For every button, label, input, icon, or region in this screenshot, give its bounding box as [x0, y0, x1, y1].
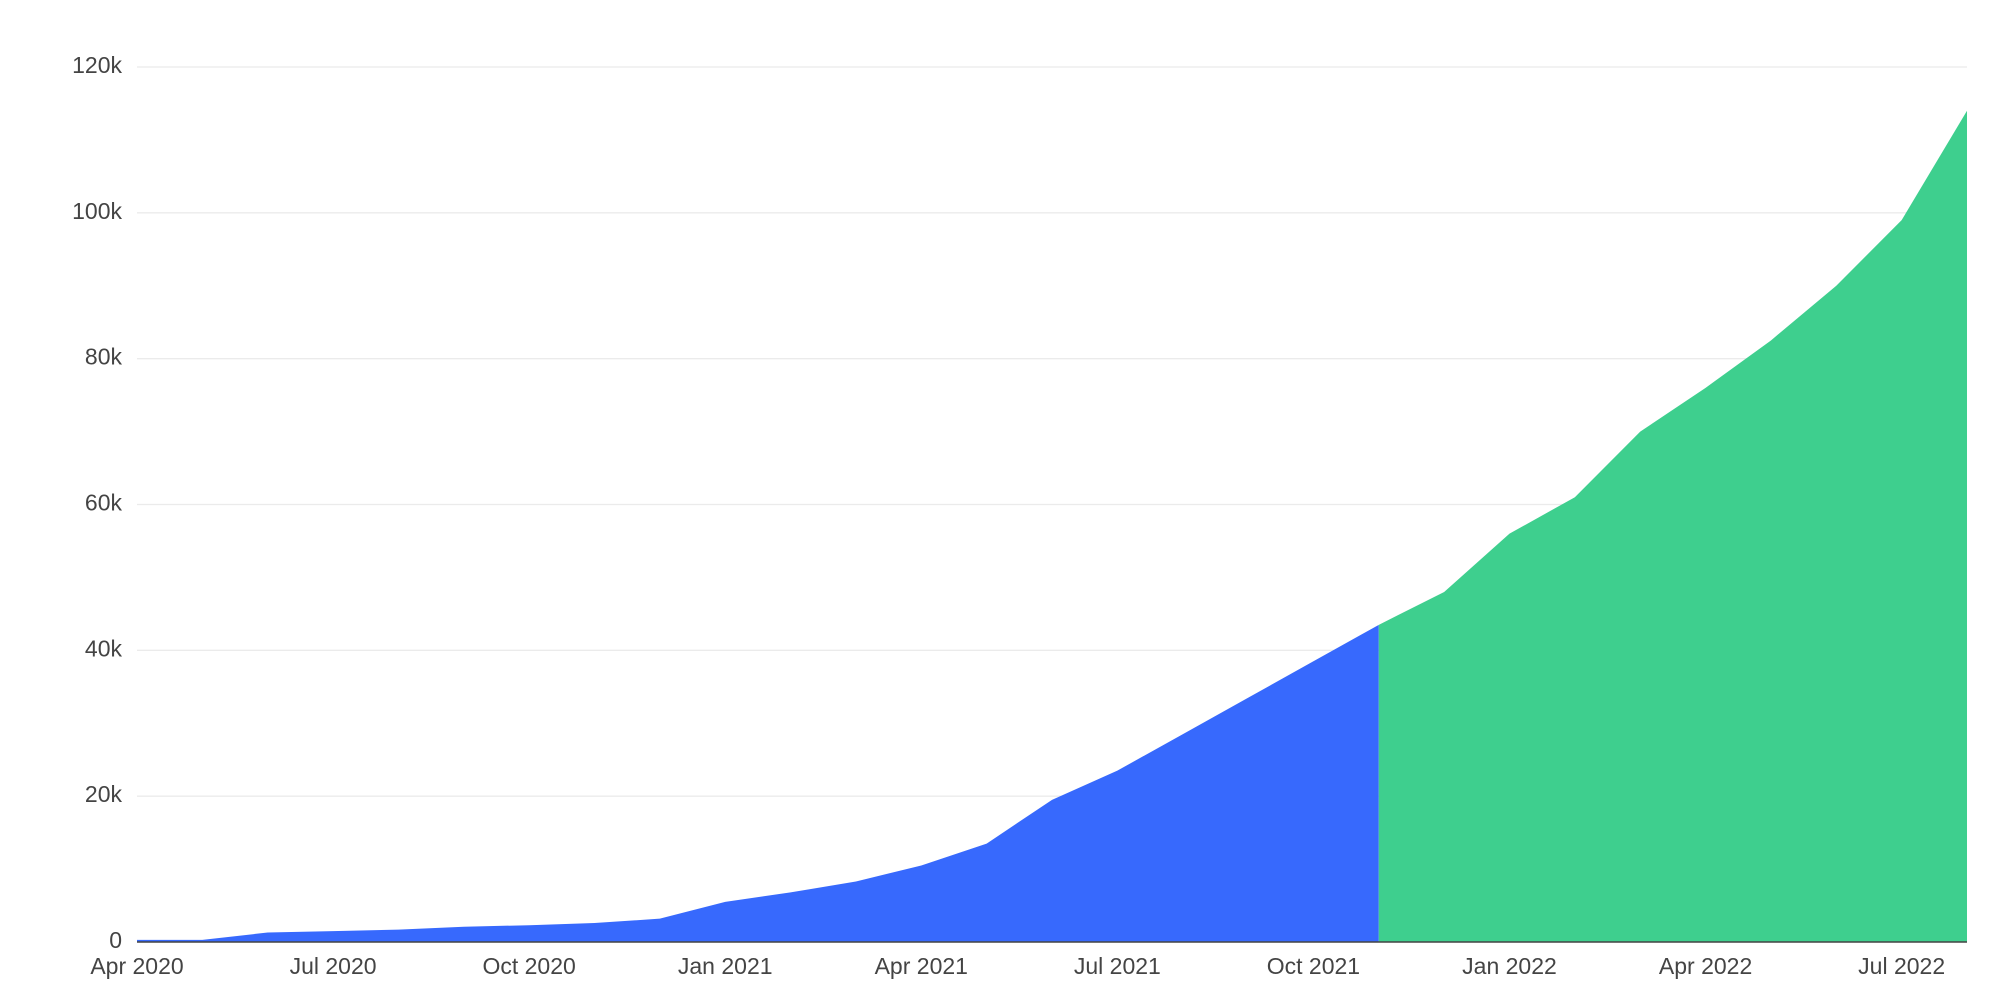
y-tick-label: 0: [109, 927, 122, 953]
x-tick-label: Jul 2022: [1858, 953, 1945, 979]
x-tick-label: Oct 2021: [1267, 953, 1360, 979]
x-tick-label: Apr 2020: [90, 953, 183, 979]
area: [1378, 110, 1967, 942]
y-tick-label: 80k: [85, 344, 123, 370]
x-tick-label: Oct 2020: [482, 953, 575, 979]
x-tick-label: Jul 2021: [1074, 953, 1161, 979]
x-tick-label: Apr 2022: [1659, 953, 1752, 979]
y-tick-label: 60k: [85, 490, 123, 516]
y-tick-label: 100k: [72, 198, 122, 224]
y-tick-label: 120k: [72, 52, 122, 78]
y-tick-label: 20k: [85, 781, 123, 807]
area: [137, 624, 1379, 942]
x-tick-label: Jul 2020: [290, 953, 377, 979]
x-tick-label: Apr 2021: [875, 953, 968, 979]
x-tick-label: Jan 2021: [678, 953, 773, 979]
x-tick-label: Jan 2022: [1462, 953, 1557, 979]
y-tick-label: 40k: [85, 635, 123, 661]
